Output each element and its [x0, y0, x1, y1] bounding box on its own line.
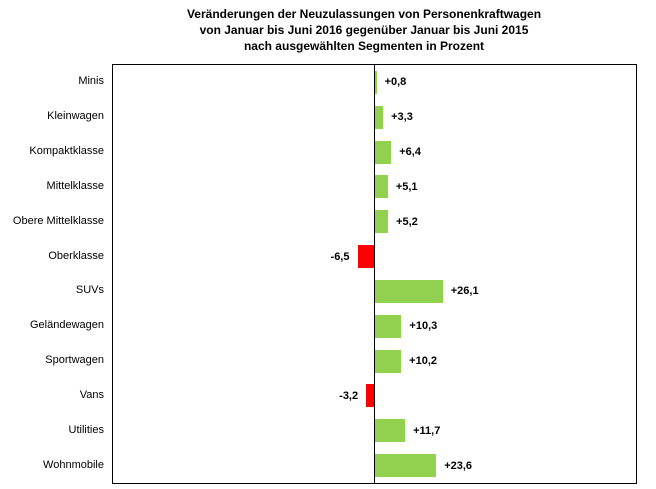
value-label-obere-mittelklasse: +5,2 — [396, 215, 418, 228]
category-label-sportwagen: Sportwagen — [45, 354, 104, 367]
bar-gel-ndewagen — [374, 314, 402, 338]
bar-vans — [366, 384, 375, 408]
value-label-utilities: +11,7 — [413, 424, 441, 437]
bar-mittelklasse — [374, 175, 388, 199]
category-label-minis: Minis — [78, 75, 104, 88]
value-label-mittelklasse: +5,1 — [395, 180, 418, 193]
category-label-vans: Vans — [79, 388, 104, 401]
bar-sportwagen — [374, 349, 402, 373]
value-label-sportwagen: +10,2 — [409, 355, 438, 368]
category-labels: Minis Kleinwagen Kompaktklasse Mittelklasse… — [0, 64, 104, 484]
value-label-gel-ndewagen: +10,3 — [409, 320, 438, 333]
chart-title-line-1: Veränderungen der Neuzulassungen von Per… — [186, 7, 542, 21]
category-label-utilities: Utilities — [68, 423, 104, 436]
category-label-kleinwagen: Kleinwagen — [47, 110, 104, 123]
bar-obere-mittelklasse — [374, 210, 389, 234]
bar-kompaktklasse — [374, 140, 392, 164]
category-label-gel-ndewagen: Geländewagen — [29, 319, 104, 332]
bar-utilities — [374, 419, 406, 443]
bar-kleinwagen — [374, 105, 384, 129]
zero-axis-line — [374, 65, 375, 483]
bar-oberklasse — [357, 245, 375, 269]
bar-suvs — [374, 279, 443, 303]
category-label-wohnmobile: Wohnmobile — [43, 458, 104, 471]
value-label-kleinwagen: +3,3 — [391, 111, 413, 124]
category-label-kompaktklasse: Kompaktklasse — [29, 145, 104, 158]
value-label-wohnmobile: +23,6 — [444, 459, 473, 472]
value-label-minis: +0,8 — [384, 76, 407, 89]
bar-wohnmobile — [374, 454, 437, 478]
value-label-vans: -3,2 — [339, 389, 359, 402]
chart-title-line-2: von Januar bis Juni 2016 gegenüber Janua… — [199, 23, 529, 37]
category-label-suvs: SUVs — [75, 284, 104, 297]
chart-title: Veränderungen der Neuzulassungen von Per… — [72, 6, 656, 54]
category-label-mittelklasse: Mittelklasse — [46, 179, 104, 192]
value-label-oberklasse: -6,5 — [330, 250, 350, 263]
value-label-kompaktklasse: +6,4 — [399, 146, 421, 159]
bar-minis — [374, 70, 377, 94]
chart-title-line-3: nach ausgewählten Segmenten in Prozent — [243, 39, 485, 53]
value-label-suvs: +26,1 — [450, 285, 479, 298]
category-label-oberklasse: Oberklasse — [48, 249, 104, 262]
category-label-obere-mittelklasse: Obere Mittelklasse — [12, 214, 104, 227]
plot-area: +0,8 +3,3 +6,4 +5,1 +5,2 -6,5 +26,1 +10,3 +10,2 -… — [112, 64, 637, 484]
